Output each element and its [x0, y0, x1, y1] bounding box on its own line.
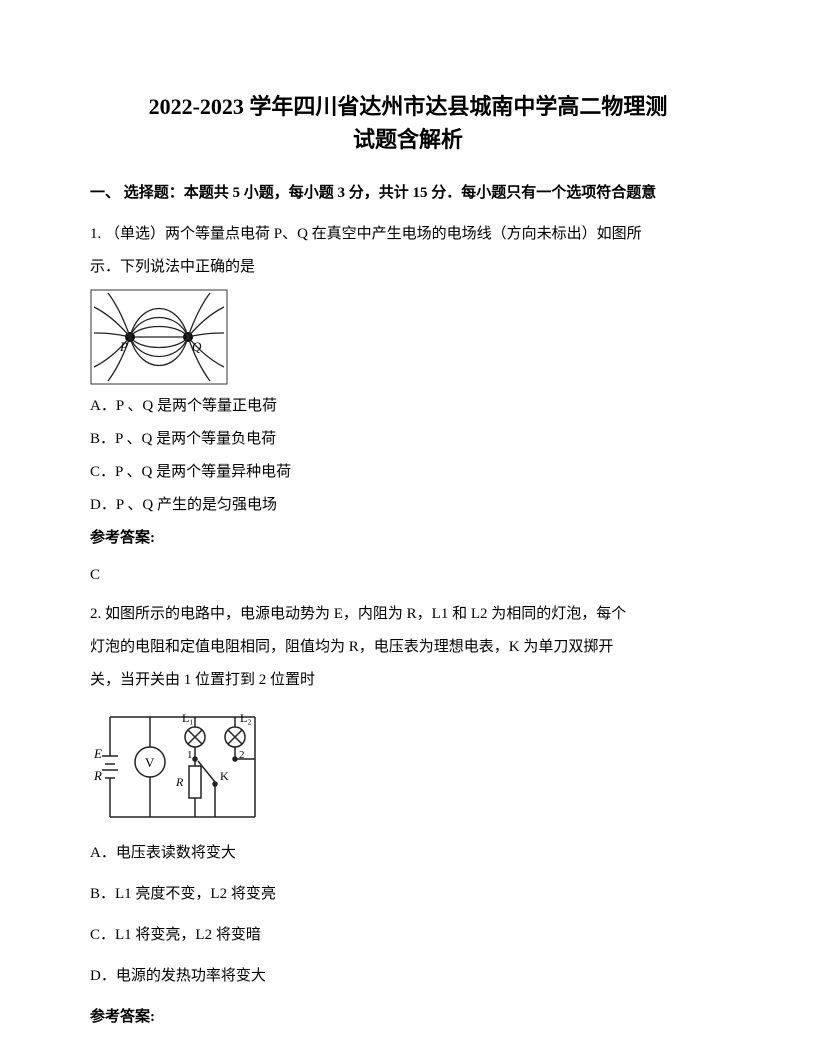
- svg-text:R: R: [175, 775, 184, 789]
- q2-stem-line3: 关，当开关由 1 位置打到 2 位置时: [90, 667, 726, 694]
- page-title: 2022-2023 学年四川省达州市达县城南中学高二物理测 试题含解析: [90, 90, 726, 156]
- q2-answer-label: 参考答案:: [90, 1004, 726, 1031]
- svg-text:E: E: [93, 746, 102, 761]
- section-header-1: 一、 选择题：本题共 5 小题，每小题 3 分，共计 15 分．每小题只有一个选…: [90, 180, 726, 207]
- circuit-diagram: E R V L₁ L₂ 1 2 K R: [90, 702, 270, 832]
- svg-text:L₂: L₂: [240, 711, 252, 725]
- svg-text:L₁: L₁: [182, 711, 194, 725]
- svg-text:1: 1: [187, 749, 193, 761]
- svg-text:2: 2: [239, 749, 245, 761]
- q1-option-c: C．P 、Q 是两个等量异种电荷: [90, 459, 726, 486]
- q1-option-a: A．P 、Q 是两个等量正电荷: [90, 393, 726, 420]
- svg-text:V: V: [145, 755, 155, 770]
- q1-answer-label: 参考答案:: [90, 525, 726, 552]
- svg-text:P: P: [119, 339, 128, 354]
- q1-answer-value: C: [90, 562, 726, 589]
- q2-stem-line2: 灯泡的电阻和定值电阻相同，阻值均为 R，电压表为理想电表，K 为单刀双掷开: [90, 634, 726, 661]
- q1-option-d: D．P 、Q 产生的是匀强电场: [90, 492, 726, 519]
- q1-stem-line1: 1. （单选）两个等量点电荷 P、Q 在真空中产生电场的电场线（方向未标出）如图…: [90, 221, 726, 248]
- field-lines-diagram: P Q: [90, 289, 228, 385]
- q1-figure: P Q: [90, 289, 726, 385]
- q2-option-c: C．L1 将变亮，L2 将变暗: [90, 922, 726, 949]
- svg-text:Q: Q: [192, 339, 202, 354]
- q2-option-a: A．电压表读数将变大: [90, 840, 726, 867]
- q2-figure: E R V L₁ L₂ 1 2 K R: [90, 702, 726, 832]
- svg-text:K: K: [220, 769, 229, 783]
- q2-stem-line1: 2. 如图所示的电路中，电源电动势为 E，内阻为 R，L1 和 L2 为相同的灯…: [90, 601, 726, 628]
- q1-option-b: B．P 、Q 是两个等量负电荷: [90, 426, 726, 453]
- title-line-1: 2022-2023 学年四川省达州市达县城南中学高二物理测: [149, 94, 668, 119]
- q2-option-d: D．电源的发热功率将变大: [90, 963, 726, 990]
- svg-text:R: R: [93, 768, 102, 783]
- title-line-2: 试题含解析: [353, 127, 463, 152]
- q2-option-b: B．L1 亮度不变，L2 将变亮: [90, 881, 726, 908]
- q1-stem-line2: 示．下列说法中正确的是: [90, 254, 726, 281]
